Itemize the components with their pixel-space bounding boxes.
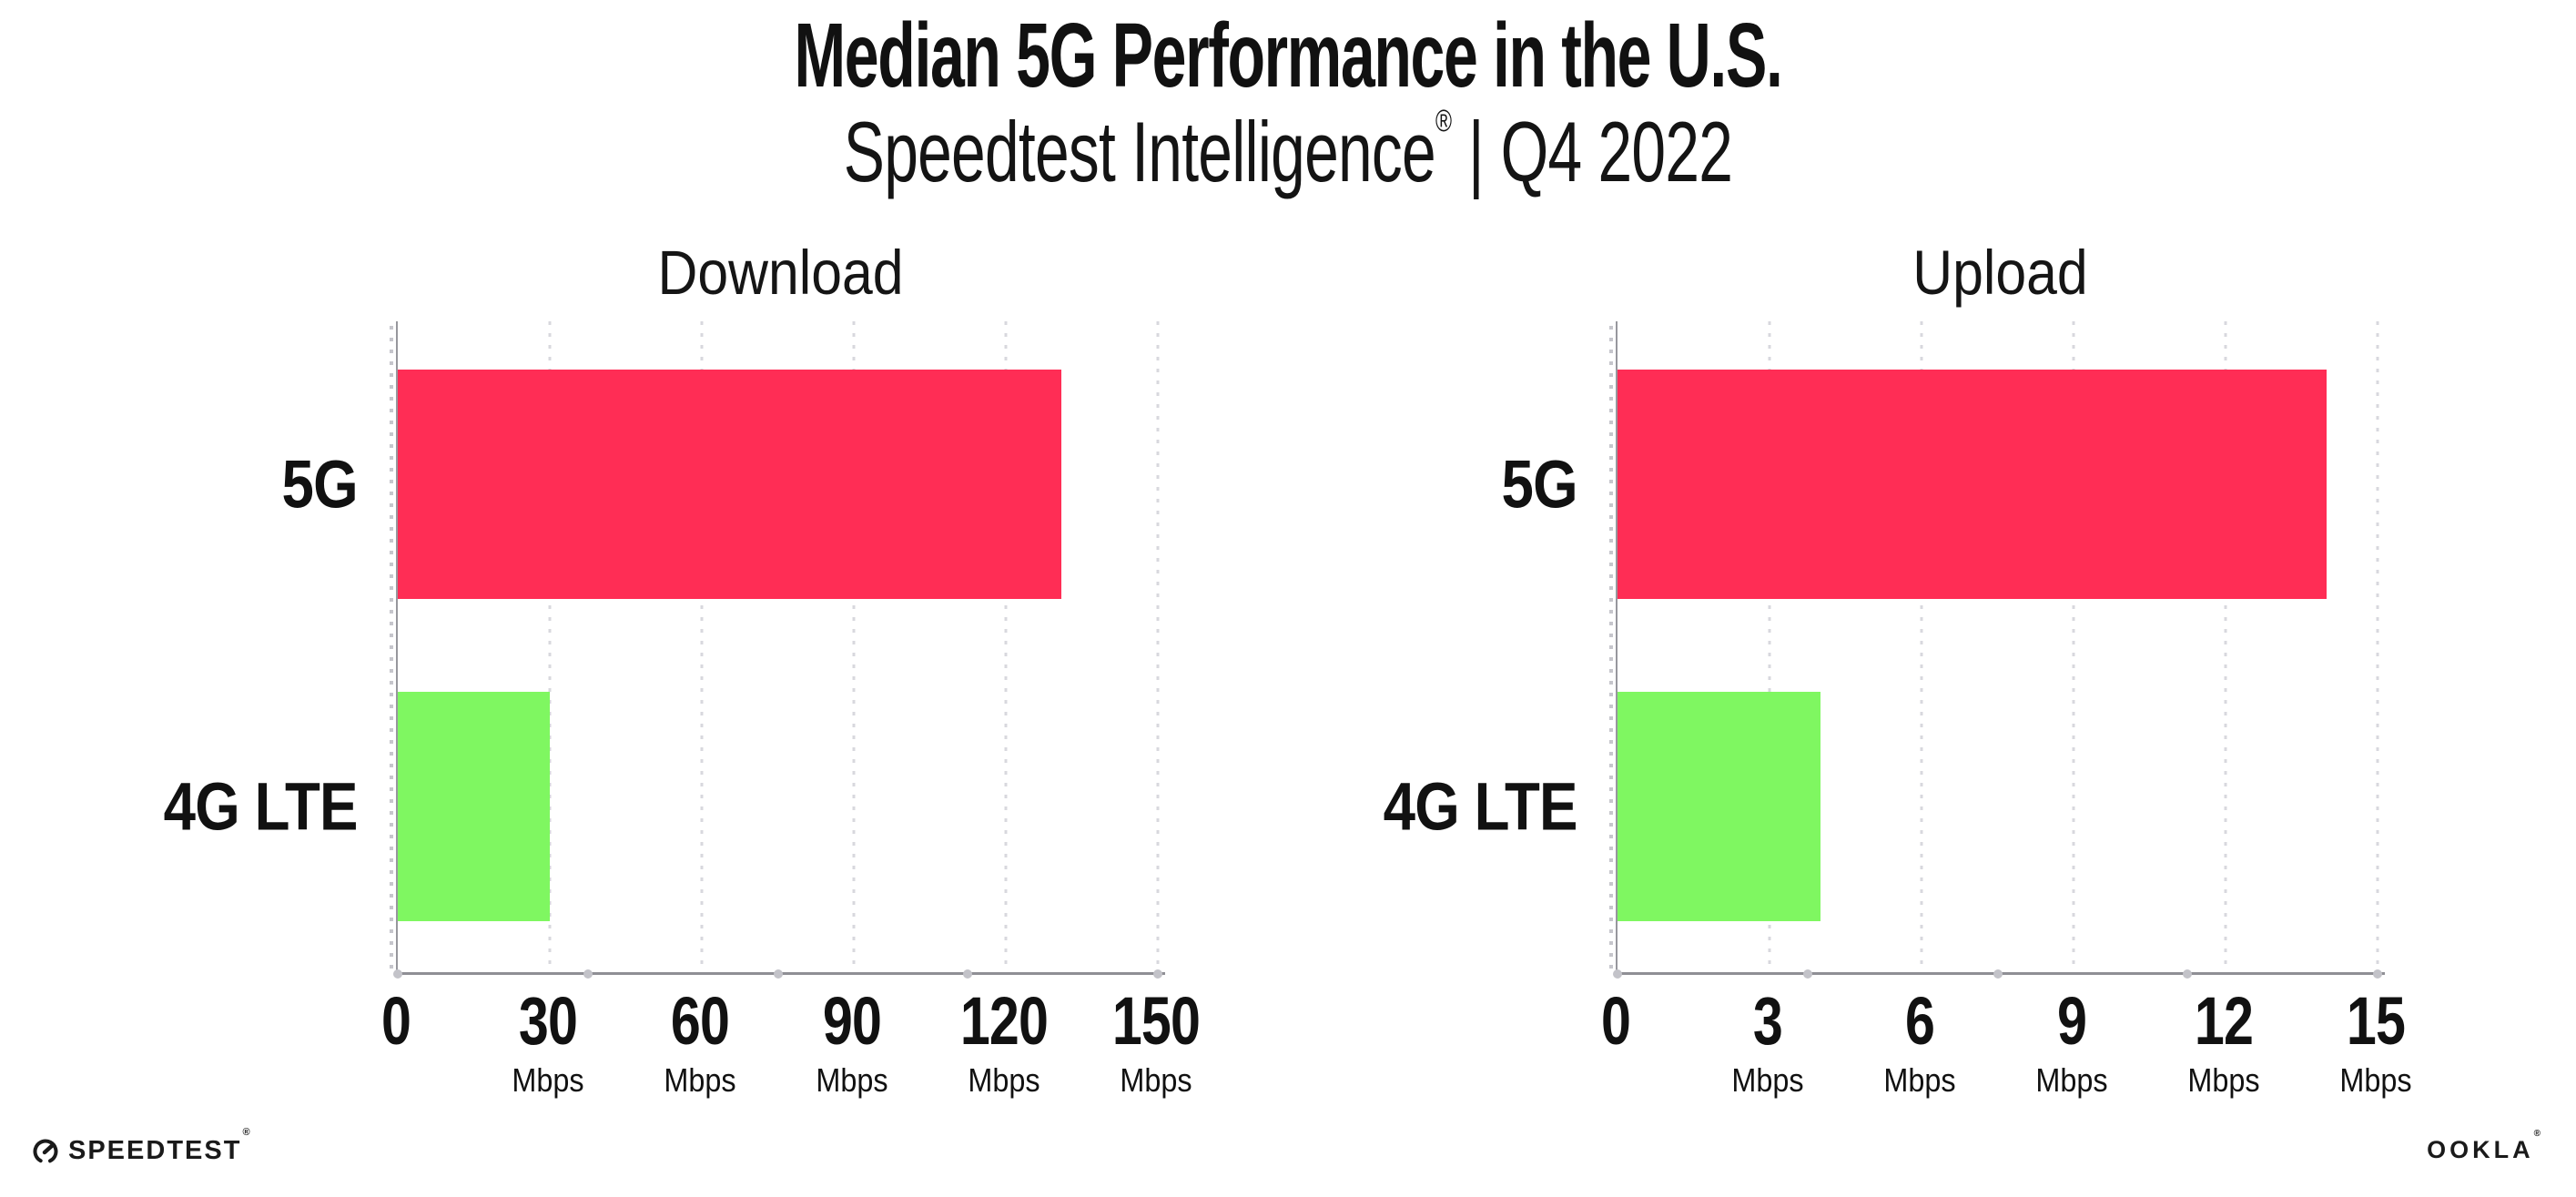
x-tick-value: 3 (1752, 982, 1783, 1059)
gridline-30-mbps (548, 320, 552, 972)
x-tick-value: 0 (380, 982, 411, 1059)
download-x-axis-labels: 0 30 Mbps 60 Mbps 90 Mbps 120 Mbps 150 Mbps (381, 982, 1201, 1133)
gridline-6-mbps (1920, 320, 1923, 972)
subtitle-period: Q4 2022 (1500, 104, 1733, 199)
x-tick-unit: Mbps (664, 1060, 736, 1099)
gridline-12-mbps (2224, 320, 2227, 972)
x-tick-60: 60 Mbps (660, 982, 740, 1099)
category-label-4g-lte: 4G LTE (1384, 768, 1578, 845)
gridline-150-mbps (1156, 320, 1160, 972)
download-chart: Download 5G 4G LTE 0 30 Mbps 60 Mbps 90 Mbps 120… (86, 198, 1201, 1133)
category-label-5g: 5G (1501, 446, 1578, 522)
gridline-90-mbps (852, 320, 856, 972)
x-tick-6: 6 Mbps (1880, 982, 1960, 1099)
chart-title-upload: Upload (1912, 237, 2088, 308)
x-tick-unit: Mbps (816, 1060, 888, 1099)
x-tick-unit: Mbps (1883, 1060, 1956, 1099)
x-tick-unit: Mbps (968, 1060, 1040, 1099)
ookla-logo: OOKLA® (2427, 1129, 2544, 1164)
gridline-3-mbps (1768, 320, 1771, 972)
category-label-4g-lte: 4G LTE (164, 768, 359, 845)
page-subtitle: Speedtest Intelligence® | Q4 2022 (360, 104, 2216, 199)
x-tick-15: 15 Mbps (2336, 982, 2416, 1099)
speedtest-registered-symbol: ® (242, 1127, 252, 1138)
category-label-5g: 5G (281, 446, 359, 522)
axis-tick-dot (1613, 969, 1622, 979)
x-tick-value: 15 (2346, 982, 2406, 1059)
upload-plot-area: 5G 4G LTE (1306, 320, 2385, 979)
axis-tick-dot (1153, 969, 1162, 979)
x-tick-unit: Mbps (2035, 1060, 2108, 1099)
x-tick-3: 3 Mbps (1728, 982, 1808, 1099)
bar-5g (398, 369, 1062, 599)
gridline-9-mbps (2072, 320, 2075, 972)
registered-trademark-symbol: ® (1435, 104, 1452, 138)
x-tick-value: 0 (1600, 982, 1631, 1059)
x-tick-12: 12 Mbps (2184, 982, 2264, 1099)
gridline-120-mbps (1004, 320, 1008, 972)
x-tick-value: 90 (822, 982, 882, 1059)
x-tick-unit: Mbps (1731, 1060, 1804, 1099)
x-tick-120: 120 Mbps (949, 982, 1059, 1099)
x-tick-value: 9 (2056, 982, 2087, 1059)
x-tick-value: 60 (670, 982, 730, 1059)
x-tick-unit: Mbps (1120, 1060, 1192, 1099)
x-tick-value: 30 (518, 982, 578, 1059)
upload-category-labels: 5G 4G LTE (1306, 321, 1616, 975)
ookla-wordmark: OOKLA (2427, 1136, 2534, 1163)
upload-chart: Upload 5G 4G LTE 0 3 Mbps 6 Mbps 9 Mbps 12 Mbps 15… (1306, 198, 2412, 1133)
upload-plot-field (1613, 320, 2382, 979)
axis-tick-dot (583, 969, 593, 979)
subtitle-separator: | (1468, 104, 1485, 199)
upload-x-axis-labels: 0 3 Mbps 6 Mbps 9 Mbps 12 Mbps 15 Mbps (1601, 982, 2412, 1133)
axis-tick-dot (393, 969, 402, 979)
axis-tick-dot (963, 969, 973, 979)
axis-tick-dot (2373, 969, 2382, 979)
gridline-15-mbps (2376, 320, 2379, 972)
download-category-labels: 5G 4G LTE (86, 321, 396, 975)
ookla-registered-symbol: ® (2533, 1129, 2544, 1139)
speedtest-gauge-icon (33, 1139, 58, 1163)
chart-title-download: Download (657, 237, 904, 308)
x-tick-0: 0 (378, 982, 414, 1059)
x-tick-unit: Mbps (2187, 1060, 2260, 1099)
x-tick-value: 150 (1111, 982, 1201, 1059)
x-tick-value: 12 (2194, 982, 2254, 1059)
header: Median 5G Performance in the U.S. Speedt… (0, 0, 2576, 198)
gridline-60-mbps (700, 320, 704, 972)
x-tick-90: 90 Mbps (812, 982, 892, 1099)
axis-tick-dot (1802, 969, 1812, 979)
axis-tick-dot (1993, 969, 2003, 979)
bar-4g-lte (1618, 691, 1820, 921)
x-tick-0: 0 (1597, 982, 1634, 1059)
x-tick-30: 30 Mbps (508, 982, 588, 1099)
charts-row: Download 5G 4G LTE 0 30 Mbps 60 Mbps 90 Mbps 120… (0, 198, 2576, 1133)
download-plot-area: 5G 4G LTE (86, 320, 1165, 979)
download-plot-field (393, 320, 1162, 979)
speedtest-logo: SPEEDTEST® (32, 1127, 252, 1166)
speedtest-wordmark: SPEEDTEST® (68, 1127, 252, 1165)
download-plot (390, 320, 1165, 979)
x-tick-value: 120 (959, 982, 1049, 1059)
bar-4g-lte (398, 691, 550, 921)
x-tick-unit: Mbps (2339, 1060, 2412, 1099)
axis-tick-dot (773, 969, 783, 979)
x-tick-value: 6 (1904, 982, 1935, 1059)
page-title: Median 5G Performance in the U.S. (794, 5, 1783, 107)
x-tick-150: 150 Mbps (1101, 982, 1211, 1099)
bar-5g (1618, 369, 2328, 599)
x-tick-9: 9 Mbps (2032, 982, 2112, 1099)
upload-plot (1609, 320, 2385, 979)
x-tick-unit: Mbps (512, 1060, 584, 1099)
axis-tick-dot (2183, 969, 2193, 979)
subtitle-brand: Speedtest Intelligence (843, 104, 1436, 199)
